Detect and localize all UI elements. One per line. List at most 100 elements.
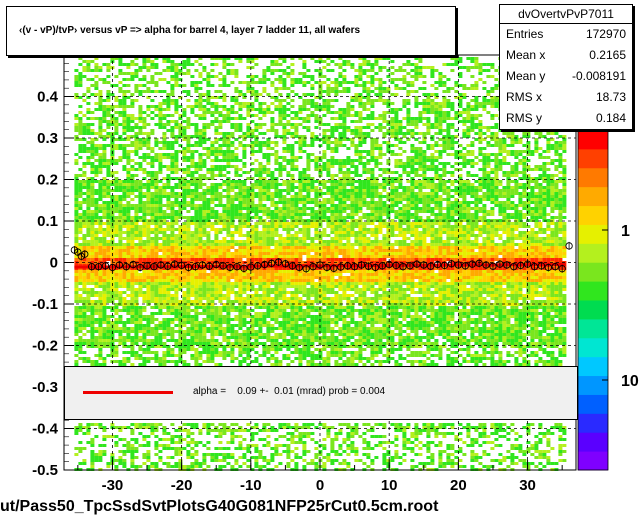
profile-point bbox=[233, 262, 241, 271]
stats-row-entries: Entries 172970 bbox=[500, 24, 632, 45]
y-tick-label: -0.4 bbox=[32, 421, 59, 438]
profile-point bbox=[558, 265, 566, 273]
profile-point bbox=[288, 262, 296, 270]
colorbar-segment bbox=[578, 318, 608, 339]
x-tick-label: 20 bbox=[450, 477, 467, 494]
profile-point bbox=[385, 260, 393, 269]
stats-label: RMS x bbox=[506, 90, 542, 104]
fit-legend: alpha = 0.09 +- 0.01 (mrad) prob = 0.004 bbox=[64, 366, 578, 420]
profile-point bbox=[399, 262, 407, 271]
colorbar-tick-label: 10 bbox=[621, 373, 639, 390]
profile-point bbox=[212, 260, 220, 269]
colorbar-segment bbox=[578, 432, 608, 452]
file-path-label: ut/Pass50_TpcSsdSvtPlotsG40G081NFP25rCut… bbox=[0, 498, 439, 515]
profile-point bbox=[274, 258, 283, 266]
x-tick-label: 0 bbox=[316, 477, 324, 494]
profile-point bbox=[136, 263, 144, 272]
stats-value: 0.2165 bbox=[589, 48, 626, 62]
colorbar-tick-label: 1 bbox=[621, 223, 630, 240]
profile-point bbox=[344, 262, 352, 270]
y-tick-label: -0.2 bbox=[32, 338, 58, 355]
profile-point bbox=[323, 263, 331, 272]
profile-point bbox=[350, 262, 359, 271]
stats-label: Entries bbox=[506, 27, 544, 41]
profile-point bbox=[468, 260, 476, 268]
profile-point bbox=[129, 260, 137, 269]
x-tick-label: 30 bbox=[519, 477, 536, 494]
colorbar-segment bbox=[578, 375, 608, 395]
profile-point bbox=[537, 262, 546, 270]
profile-point bbox=[122, 262, 130, 271]
stats-row-mean-y: Mean y -0.008191 bbox=[500, 66, 632, 87]
colorbar-segment bbox=[578, 148, 608, 169]
colorbar-segment bbox=[578, 186, 608, 207]
profile-point bbox=[281, 260, 290, 268]
profile-point bbox=[330, 264, 338, 272]
stats-label: Mean y bbox=[506, 69, 546, 83]
profile-point bbox=[184, 263, 193, 272]
profile-point bbox=[420, 261, 428, 269]
colorbar-frame bbox=[577, 129, 609, 471]
profile-point bbox=[392, 261, 400, 270]
colorbar-segment bbox=[578, 167, 608, 188]
profile-point bbox=[302, 265, 310, 273]
profile-point bbox=[267, 259, 276, 267]
fit-legend-line bbox=[83, 391, 173, 394]
stats-value: 18.73 bbox=[595, 90, 626, 104]
y-tick-label: 0.1 bbox=[37, 213, 58, 230]
plot-title: ‹(v - vP)/tvP› versus vP => alpha for ba… bbox=[19, 25, 361, 36]
profile-point bbox=[108, 263, 117, 272]
y-tick-label: 0.3 bbox=[37, 130, 58, 147]
profile-point bbox=[523, 260, 532, 268]
profile-point bbox=[544, 263, 552, 272]
stats-row-mean-x: Mean x 0.2165 bbox=[500, 45, 632, 66]
profile-point bbox=[205, 262, 213, 270]
profile-point bbox=[413, 260, 421, 268]
profile-point bbox=[551, 262, 559, 271]
profile-point bbox=[433, 260, 442, 269]
profile-point bbox=[371, 263, 380, 272]
profile-point bbox=[81, 250, 89, 258]
profile-point bbox=[440, 261, 449, 270]
x-tick-label: -10 bbox=[240, 477, 262, 494]
colorbar-segment bbox=[578, 243, 608, 263]
stats-value: -0.008191 bbox=[571, 69, 626, 83]
x-tick-label: -20 bbox=[171, 477, 193, 494]
profile-point bbox=[309, 262, 317, 271]
profile-point bbox=[461, 262, 469, 270]
profile-point bbox=[226, 263, 234, 272]
profile-point bbox=[565, 242, 573, 250]
y-tick-label: 0.2 bbox=[37, 172, 58, 189]
profile-point bbox=[247, 263, 255, 271]
profile-point bbox=[101, 262, 110, 270]
profile-point bbox=[378, 262, 386, 270]
profile-point bbox=[88, 262, 96, 271]
profile-point bbox=[427, 262, 435, 270]
title-box: ‹(v - vP)/tvP› versus vP => alpha for ba… bbox=[6, 6, 456, 56]
y-tick-label: 0 bbox=[50, 255, 58, 272]
colorbar-segment bbox=[578, 394, 608, 414]
profile-point bbox=[510, 262, 518, 271]
profile-point bbox=[191, 262, 200, 271]
profile-point bbox=[516, 261, 525, 270]
profile-point bbox=[171, 260, 179, 268]
colorbar-segment bbox=[578, 130, 608, 150]
stats-label: Mean x bbox=[506, 48, 546, 62]
colorbar-segment bbox=[578, 281, 608, 301]
stats-name: dvOvertvPvP7011 bbox=[500, 5, 632, 24]
y-tick-label: 0.4 bbox=[37, 89, 59, 106]
profile-point bbox=[454, 261, 463, 269]
profile-point bbox=[219, 262, 227, 270]
profile-point bbox=[177, 261, 186, 270]
profile-point bbox=[164, 262, 172, 270]
profile-point bbox=[157, 261, 165, 269]
profile-point bbox=[503, 261, 511, 269]
stats-box: dvOvertvPvP7011 Entries 172970 Mean x 0.… bbox=[499, 4, 633, 130]
stats-row-rms-y: RMS y 0.184 bbox=[500, 108, 632, 129]
stats-label: RMS y bbox=[506, 111, 542, 125]
profile-point bbox=[198, 261, 207, 269]
colorbar-segment bbox=[578, 451, 608, 471]
stats-value: 172970 bbox=[585, 27, 626, 41]
